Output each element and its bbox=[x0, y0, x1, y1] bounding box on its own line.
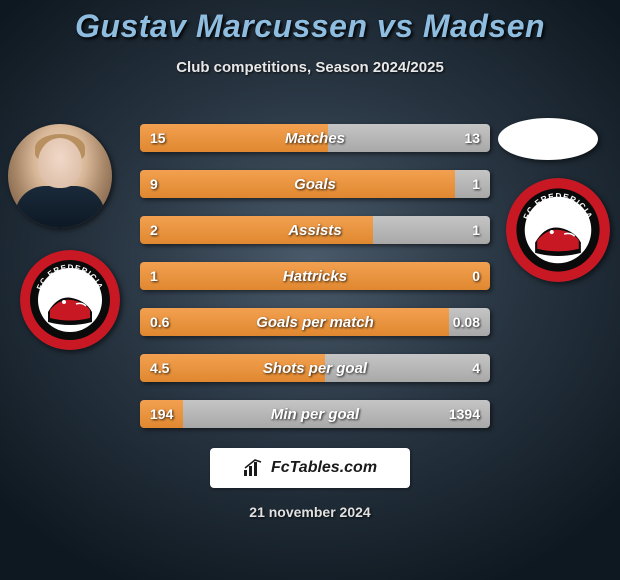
page-title: Gustav Marcussen vs Madsen bbox=[0, 0, 620, 45]
stat-row: 0.60.08Goals per match bbox=[140, 308, 490, 336]
player-left-photo bbox=[8, 124, 112, 228]
stat-label: Goals per match bbox=[140, 308, 490, 336]
stat-row: 21Assists bbox=[140, 216, 490, 244]
club-crest-left: FC FREDERICIA bbox=[20, 250, 120, 350]
date-text: 21 november 2024 bbox=[0, 504, 620, 520]
stat-label: Min per goal bbox=[140, 400, 490, 428]
content-root: Gustav Marcussen vs Madsen Club competit… bbox=[0, 0, 620, 580]
comparison-bars: 1513Matches 91Goals 21Assists 10Hattricks 0.… bbox=[140, 124, 490, 446]
stat-row: 4.54Shots per goal bbox=[140, 354, 490, 382]
watermark: FcTables.com bbox=[210, 448, 410, 488]
stat-row: 1513Matches bbox=[140, 124, 490, 152]
stat-label: Goals bbox=[140, 170, 490, 198]
stat-label: Hattricks bbox=[140, 262, 490, 290]
stat-row: 91Goals bbox=[140, 170, 490, 198]
stat-label: Shots per goal bbox=[140, 354, 490, 382]
stat-row: 1941394Min per goal bbox=[140, 400, 490, 428]
watermark-text: FcTables.com bbox=[271, 459, 377, 477]
club-crest-right: FC FREDERICIA bbox=[506, 178, 610, 282]
player-right-photo-placeholder bbox=[498, 118, 598, 160]
stat-row: 10Hattricks bbox=[140, 262, 490, 290]
stat-label: Assists bbox=[140, 216, 490, 244]
stat-label: Matches bbox=[140, 124, 490, 152]
page-subtitle: Club competitions, Season 2024/2025 bbox=[0, 59, 620, 76]
chart-icon bbox=[243, 458, 265, 478]
